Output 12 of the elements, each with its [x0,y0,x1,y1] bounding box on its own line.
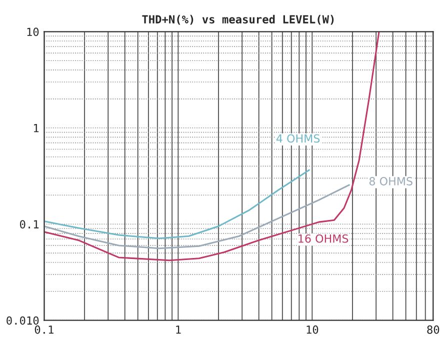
y-tick-label: 1 [34,124,39,132]
series-label: 16 OHMS [298,234,348,243]
series-label: 8 OHMS [369,177,412,186]
text: 4 OHMS [276,134,320,143]
chart-title: THD+N(%) vs measured LEVEL(W) [142,14,334,25]
x-tick-label: 1 [176,326,181,334]
x-tick-label: 10 [306,325,318,334]
y-tick-label: 0.010 [6,316,39,325]
x-tick-label: 0.1 [34,325,54,334]
y-tick-label: 0.1 [20,220,39,229]
x-tick-label: 80 [427,325,440,334]
y-tick-label: 10 [27,28,39,36]
